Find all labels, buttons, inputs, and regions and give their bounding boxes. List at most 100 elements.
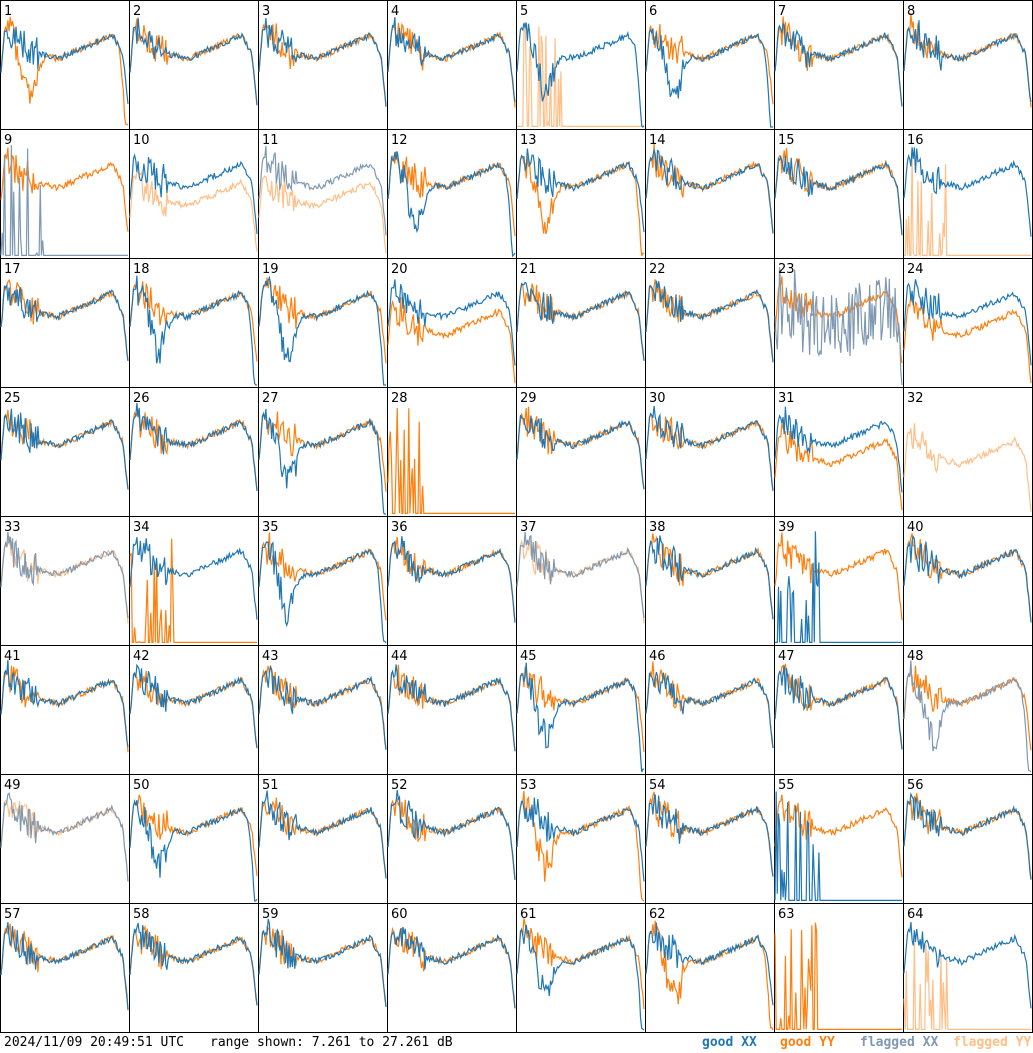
series-yy-good [129, 538, 257, 643]
series-yy-good [645, 533, 774, 619]
panel-frame [645, 774, 775, 904]
panel-frame [0, 0, 130, 130]
panel-frame [387, 258, 517, 388]
panel-frame [903, 258, 1033, 388]
panel-60: 60 [387, 903, 517, 1033]
series-xx-good [645, 922, 774, 1006]
series-xx-good [903, 534, 1032, 623]
panel-frame [0, 258, 130, 388]
panel-frame [903, 516, 1033, 646]
panel-label: 39 [778, 520, 795, 535]
series-xx-good [387, 926, 516, 1009]
panel-30: 30 [645, 387, 775, 517]
panel-label: 42 [133, 649, 150, 664]
series-xx-good [903, 20, 1032, 103]
panel-label: 64 [907, 907, 924, 922]
series-yy-flagged [904, 152, 1031, 257]
footer: 2024/11/09 20:49:51 UTC range shown: 7.2… [0, 1033, 1033, 1053]
panel-frame [516, 0, 646, 130]
legend-flagged-xx: flagged XX [860, 1035, 939, 1050]
panel-label: 60 [391, 907, 408, 922]
series-yy-good [0, 409, 129, 489]
panel-frame [645, 516, 775, 646]
series-xx-good [387, 151, 516, 258]
series-xx-good [774, 406, 903, 493]
series-xx-good [0, 408, 129, 490]
panel-frame [903, 774, 1033, 904]
series-yy-good [387, 926, 516, 1008]
series-xx-good [774, 154, 903, 236]
panel-31: 31 [774, 387, 904, 517]
panel-label: 56 [907, 778, 924, 793]
panel-label: 19 [262, 262, 279, 277]
series-xx-flagged [774, 267, 903, 386]
panel-2: 2 [129, 0, 259, 130]
panel-9: 9 [0, 129, 130, 259]
panel-33: 33 [0, 516, 130, 646]
series-yy-good [387, 297, 516, 384]
panel-frame [0, 645, 130, 775]
panel-frame [903, 903, 1033, 1033]
panel-label: 3 [262, 4, 270, 19]
panel-frame [516, 129, 646, 259]
panel-frame [645, 258, 775, 388]
panel-4: 4 [387, 0, 517, 130]
panel-37: 37 [516, 516, 646, 646]
series-xx-good [645, 671, 774, 749]
panel-29: 29 [516, 387, 646, 517]
panel-frame [129, 516, 259, 646]
panel-label: 63 [778, 907, 795, 922]
series-xx-good [387, 536, 516, 623]
series-xx-good [774, 665, 903, 750]
panel-label: 21 [520, 262, 537, 277]
panel-frame [129, 258, 259, 388]
panel-51: 51 [258, 774, 388, 904]
panel-label: 44 [391, 649, 408, 664]
panel-frame [774, 774, 904, 904]
series-xx-good [903, 147, 1032, 237]
series-yy-good [903, 665, 1032, 751]
panel-41: 41 [0, 645, 130, 775]
panel-label: 2 [133, 4, 141, 19]
series-xx-good [387, 664, 516, 752]
panel-label: 22 [649, 262, 666, 277]
panel-48: 48 [903, 645, 1033, 775]
panel-label: 14 [649, 133, 666, 148]
series-xx-good [0, 283, 129, 362]
series-xx-good [129, 537, 258, 620]
panel-frame [774, 903, 904, 1033]
panel-label: 33 [4, 520, 21, 535]
panel-25: 25 [0, 387, 130, 517]
panel-frame [258, 774, 388, 904]
panel-label: 46 [649, 649, 666, 664]
panel-62: 62 [645, 903, 775, 1033]
panel-frame [0, 903, 130, 1033]
panel-frame [258, 258, 388, 388]
panel-frame [387, 903, 517, 1033]
panel-35: 35 [258, 516, 388, 646]
panel-1: 1 [0, 0, 130, 130]
panel-22: 22 [645, 258, 775, 388]
panel-frame [0, 387, 130, 517]
panel-frame [387, 129, 517, 259]
panel-label: 20 [391, 262, 408, 277]
series-xx-flagged [0, 145, 128, 256]
panel-frame [645, 129, 775, 259]
series-xx-flagged [0, 792, 129, 882]
series-xx-good [516, 148, 645, 233]
panel-label: 31 [778, 391, 795, 406]
series-xx-good [129, 275, 258, 386]
panel-label: 52 [391, 778, 408, 793]
panel-frame [516, 516, 646, 646]
panel-label: 47 [778, 649, 795, 664]
panel-frame [258, 129, 388, 259]
panel-61: 61 [516, 903, 646, 1033]
series-xx-good [0, 922, 129, 1011]
panel-49: 49 [0, 774, 130, 904]
panel-label: 9 [4, 133, 12, 148]
panel-12: 12 [387, 129, 517, 259]
panel-label: 26 [133, 391, 150, 406]
panel-label: 28 [391, 391, 408, 406]
series-xx-good [645, 149, 774, 234]
panel-frame [258, 645, 388, 775]
